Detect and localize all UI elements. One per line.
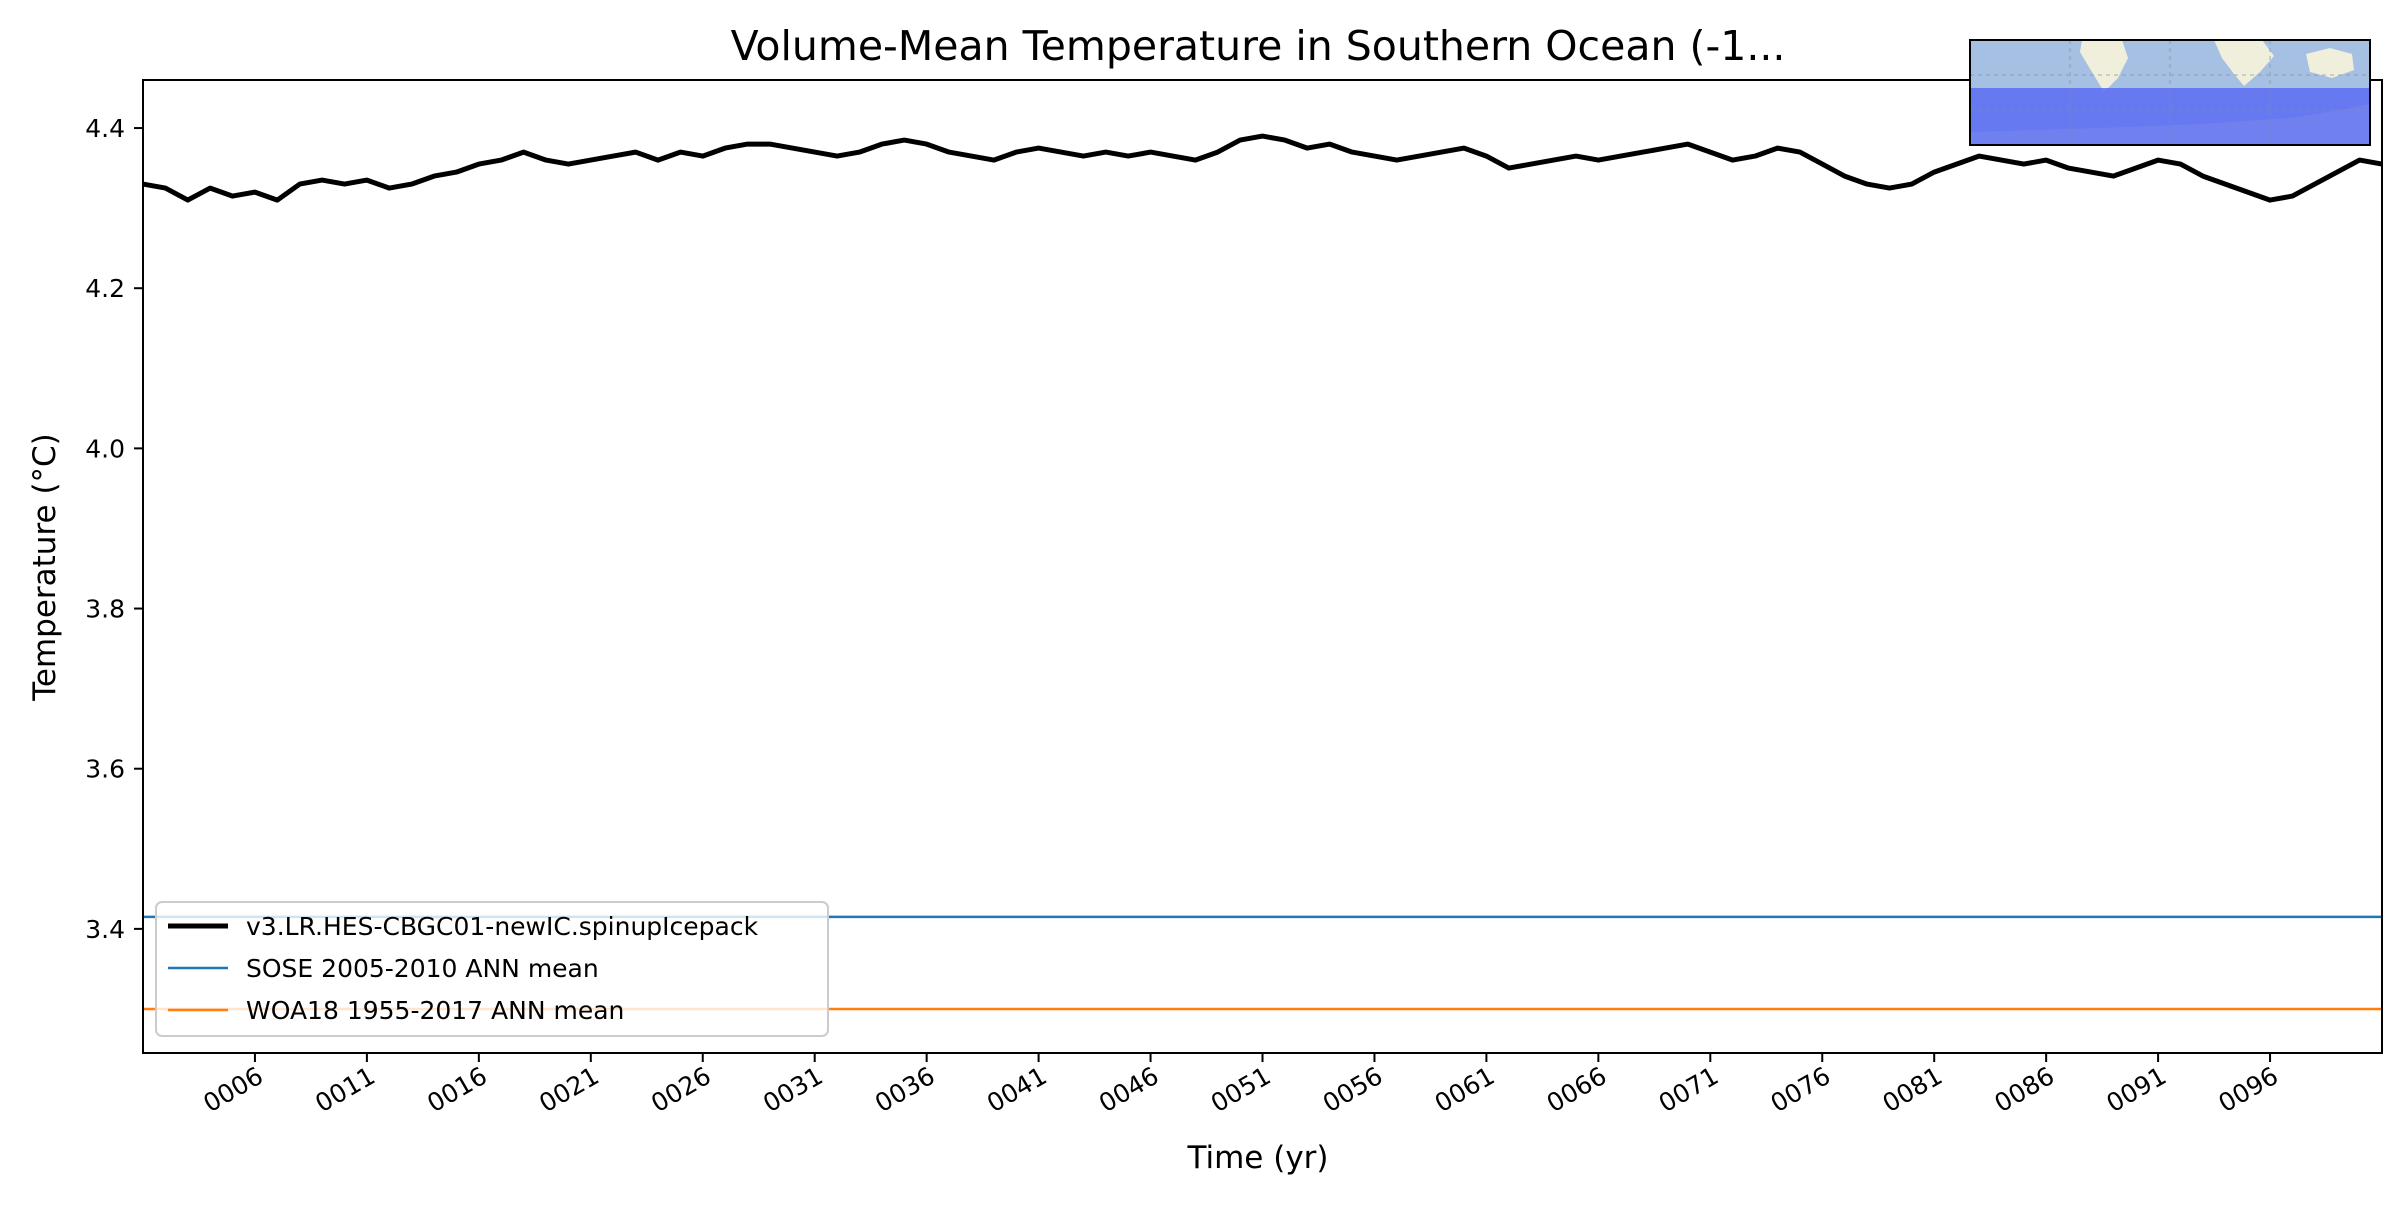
y-axis-label: Temperature (°C) [27, 433, 63, 702]
inset-map-land-australia [2306, 48, 2354, 78]
legend-label: WOA18 1955-2017 ANN mean [246, 996, 624, 1025]
y-tick-label: 3.8 [85, 595, 125, 624]
series-line-1 [142, 133, 2383, 203]
y-tick-label: 3.4 [85, 915, 125, 944]
inset-map-land-south-america [2080, 40, 2128, 92]
y-tick-label: 4.4 [85, 114, 125, 143]
chart-title: Volume-Mean Temperature in Southern Ocea… [731, 22, 1786, 70]
inset-map-frame [1969, 39, 2371, 146]
legend: v3.LR.HES-CBGC01-newIC.spinupIcepack SOSE… [155, 901, 829, 1037]
x-axis-label: Time (yr) [1187, 1140, 1329, 1176]
y-tick-label: 4.2 [85, 274, 125, 303]
inset-map-land-africa [2214, 40, 2274, 86]
southern-ocean-region-map-icon [1969, 39, 2371, 146]
y-tick-label: 3.6 [85, 755, 125, 784]
y-tick-label: 4.0 [85, 434, 125, 463]
legend-label: v3.LR.HES-CBGC01-newIC.spinupIcepack [246, 912, 759, 941]
legend-label: SOSE 2005-2010 ANN mean [246, 954, 599, 983]
legend-box [155, 901, 829, 1037]
